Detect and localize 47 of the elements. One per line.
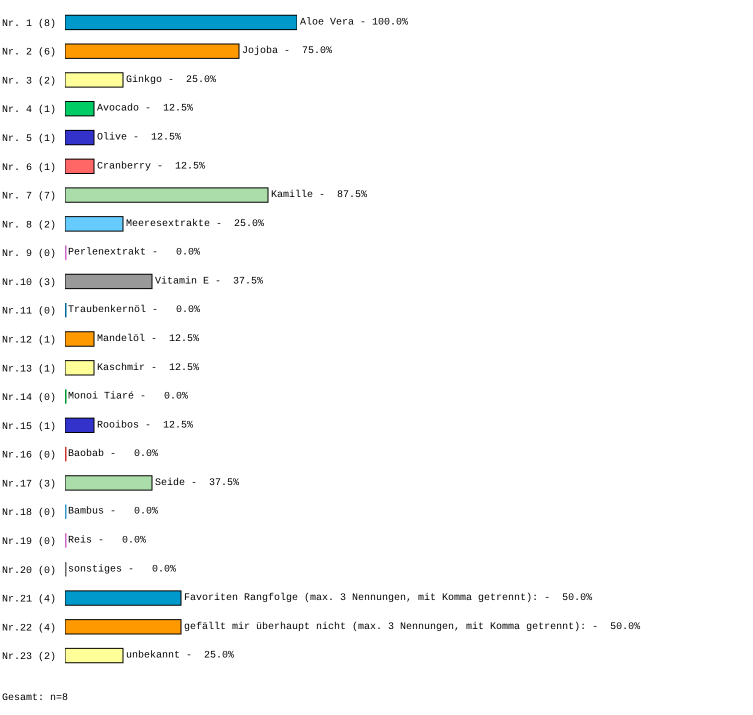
y-tick-label: Nr. 4 (1) <box>2 104 56 116</box>
y-tick-label: Nr. 8 (2) <box>2 219 56 232</box>
data-label: Monoi Tiaré ‐ 0.0% <box>68 390 188 403</box>
data-label: Meeresextrakte ‐ 25.0% <box>126 218 264 230</box>
y-tick-label: Nr.15 (1) <box>2 420 56 433</box>
data-label: Olive ‐ 12.5% <box>97 132 182 144</box>
y-tick-label: Nr.21 (4) <box>2 594 56 606</box>
data-label: Mandelöl ‐ 12.5% <box>97 333 200 345</box>
y-tick-label: Nr. 2 (6) <box>2 46 56 59</box>
data-label: Kaschmir ‐ 12.5% <box>97 362 200 374</box>
y-tick-label: Nr.12 (1) <box>2 334 56 346</box>
y-tick-label: Nr.22 (4) <box>2 622 56 634</box>
data-label: Cranberry ‐ 12.5% <box>97 160 206 172</box>
y-tick-label: Nr.18 (0) <box>2 507 56 520</box>
data-label: Seide ‐ 37.5% <box>155 476 240 489</box>
data-label: Ginkgo ‐ 25.0% <box>126 74 216 86</box>
text: Gesamt: n=8 <box>2 693 68 704</box>
data-label: Reis ‐ 0.0% <box>68 534 146 546</box>
y-tick-label: Nr.20 (0) <box>2 564 56 577</box>
y-tick-label: Nr. 6 (1) <box>2 162 56 174</box>
y-tick-label: Nr.14 (0) <box>2 392 56 404</box>
y-tick-label: Nr.23 (2) <box>2 651 56 664</box>
data-label: sonstiges ‐ 0.0% <box>68 563 176 576</box>
data-label: Baobab ‐ 0.0% <box>68 448 158 460</box>
y-tick-label: Nr. 5 (1) <box>2 133 56 146</box>
y-tick-label: Nr. 1 (8) <box>2 18 56 30</box>
y-tick-label: Nr.13 (1) <box>2 363 56 376</box>
y-tick-label: Nr.17 (3) <box>2 478 56 490</box>
y-tick-label: Nr.11 (0) <box>2 306 56 318</box>
y-tick-label: Nr.10 (3) <box>2 276 56 289</box>
data-label: Vitamin E ‐ 37.5% <box>155 275 264 288</box>
data-label: Traubenkernöl ‐ 0.0% <box>68 304 200 316</box>
data-label: Avocado ‐ 12.5% <box>97 102 194 115</box>
data-label: Favoriten Rangfolge (max. 3 Nennungen, mit Komma getrennt): ‐ 50.0% <box>184 592 592 604</box>
y-tick-label: Nr. 3 (2) <box>2 75 56 88</box>
data-label: Rooibos ‐ 12.5% <box>97 419 194 432</box>
y-tick-label: Nr. 9 (0) <box>2 248 56 260</box>
data-label: Aloe Vera ‐ 100.0% <box>300 16 408 28</box>
data-label: gefällt mir überhaupt nicht (max. 3 Nennungen, mit Komma getrennt): ‐ 50.0% <box>184 620 640 633</box>
data-label: Jojoba ‐ 75.0% <box>242 45 332 58</box>
y-tick-label: Nr.19 (0) <box>2 536 56 548</box>
data-label: Perlenextrakt ‐ 0.0% <box>68 246 200 259</box>
y-tick-label: Nr.16 (0) <box>2 450 56 462</box>
data-label: Kamille ‐ 87.5% <box>271 189 368 202</box>
data-label: Bambus ‐ 0.0% <box>68 506 158 518</box>
y-tick-label: Nr. 7 (7) <box>2 190 56 203</box>
data-label: unbekannt ‐ 25.0% <box>126 650 234 662</box>
